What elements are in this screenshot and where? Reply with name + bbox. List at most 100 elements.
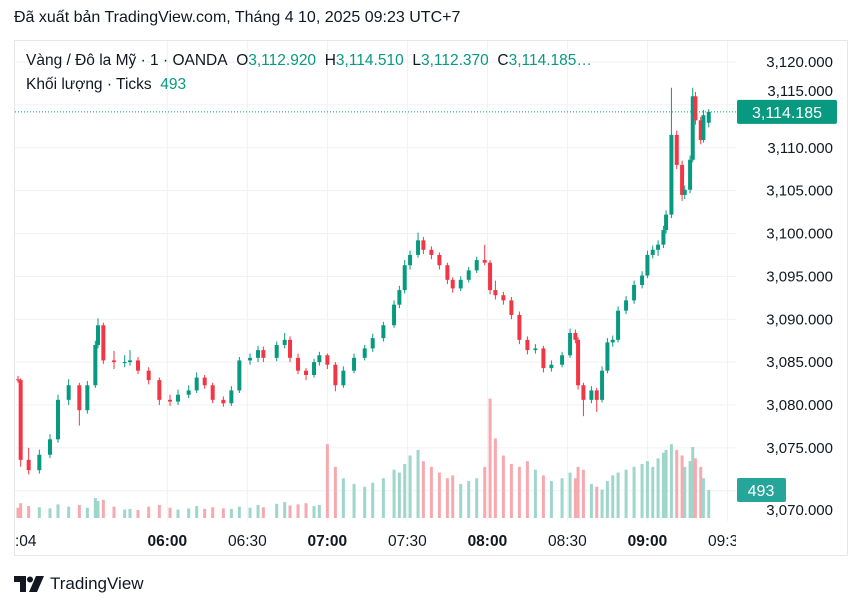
candle bbox=[549, 360, 554, 372]
close-value: 3,114.185… bbox=[508, 52, 592, 69]
candle bbox=[77, 382, 82, 426]
candle-body bbox=[661, 230, 666, 245]
candle-body bbox=[416, 240, 421, 255]
volume-bar bbox=[128, 508, 132, 518]
candle bbox=[656, 240, 661, 256]
volume-bar bbox=[459, 483, 463, 518]
volume-bar bbox=[341, 478, 345, 518]
candle bbox=[370, 333, 375, 352]
volume-bar bbox=[581, 469, 585, 518]
volume-bar bbox=[437, 472, 441, 518]
volume-bar bbox=[611, 475, 615, 518]
candle bbox=[37, 449, 42, 474]
volume-bar bbox=[283, 502, 287, 518]
volume-bar bbox=[203, 508, 207, 518]
candle-body bbox=[600, 370, 605, 400]
volume-bar bbox=[693, 458, 697, 518]
candle-body bbox=[581, 385, 586, 400]
candle bbox=[645, 250, 650, 279]
candle-body bbox=[509, 300, 514, 315]
volume-bar bbox=[16, 507, 20, 518]
close-label: C bbox=[497, 52, 509, 69]
volume-bar bbox=[304, 503, 308, 518]
candle-body bbox=[392, 304, 397, 326]
volume-bar bbox=[248, 507, 252, 518]
candle bbox=[661, 225, 666, 249]
time-tick-label: :04 bbox=[15, 533, 37, 550]
candle bbox=[210, 382, 215, 404]
time-tick-label: 07:00 bbox=[308, 533, 348, 550]
time-axis[interactable]: :04 06:00 06:30 07:00 07:30 08:00 08:30 09:00 09… bbox=[15, 533, 747, 550]
candle bbox=[304, 368, 309, 381]
candle bbox=[474, 256, 479, 273]
candle-body bbox=[560, 355, 565, 365]
volume-bar bbox=[288, 505, 292, 518]
volume-bar bbox=[408, 455, 412, 518]
candle-body bbox=[122, 362, 127, 364]
candle bbox=[632, 280, 637, 304]
candle-body bbox=[56, 399, 61, 440]
volume-bar bbox=[112, 506, 116, 518]
high-value: 3,114.510 bbox=[335, 52, 404, 69]
volume-bars bbox=[16, 398, 711, 518]
candles bbox=[16, 87, 711, 475]
candle-body bbox=[274, 344, 279, 358]
candle-body bbox=[146, 370, 151, 381]
volume-bar bbox=[56, 504, 60, 518]
candle bbox=[392, 300, 397, 328]
candle bbox=[16, 375, 20, 383]
price-tick-label: 3,115.000 bbox=[767, 83, 833, 100]
volume-bar bbox=[333, 466, 337, 518]
price-tick-label: 3,110.000 bbox=[767, 140, 833, 157]
candle bbox=[93, 340, 98, 388]
candle bbox=[701, 110, 706, 143]
symbol-title[interactable]: Vàng / Đô la Mỹ · 1 · OANDA bbox=[26, 52, 228, 69]
footer-brand[interactable]: TradingView bbox=[14, 574, 144, 594]
candle-body bbox=[645, 254, 650, 276]
candle-body bbox=[594, 390, 599, 400]
time-tick-label: 07:30 bbox=[388, 533, 427, 550]
candle-body bbox=[682, 189, 687, 195]
last-volume-tag bbox=[737, 477, 786, 502]
candle-body bbox=[282, 339, 287, 345]
volume-title[interactable]: Khối lượng · Ticks bbox=[26, 76, 152, 93]
volume-bar bbox=[195, 506, 199, 518]
candle-body bbox=[93, 344, 98, 386]
volume-bar bbox=[211, 507, 215, 518]
price-tick-label: 3,120.000 bbox=[766, 54, 833, 71]
candle-body bbox=[37, 454, 42, 471]
candle bbox=[493, 280, 498, 300]
candle bbox=[176, 389, 181, 405]
volume-bar bbox=[675, 449, 679, 518]
candle bbox=[221, 396, 226, 407]
volume-bar bbox=[680, 455, 684, 518]
candle bbox=[136, 356, 141, 375]
candle-body bbox=[701, 115, 706, 141]
volume-bar bbox=[275, 503, 279, 518]
candle bbox=[202, 374, 207, 389]
candle-body bbox=[589, 390, 594, 400]
candle-body bbox=[616, 310, 621, 340]
candle-body bbox=[194, 377, 199, 391]
price-axis[interactable]: 3,120.000 3,115.000 3,110.000 3,105.000 3,10… bbox=[766, 54, 833, 519]
candle-body bbox=[237, 360, 242, 391]
volume-bar bbox=[317, 504, 321, 518]
candle bbox=[650, 245, 655, 259]
volume-bar bbox=[19, 503, 23, 518]
candle-body bbox=[317, 355, 322, 363]
volume-bar bbox=[429, 466, 433, 518]
volume-bar bbox=[261, 507, 265, 518]
volume-bar bbox=[701, 478, 705, 518]
open-value: 3,112.920 bbox=[248, 52, 317, 69]
volume-bar bbox=[605, 481, 609, 518]
volume-bar bbox=[445, 478, 449, 518]
volume-bar bbox=[176, 509, 180, 518]
candle-body bbox=[210, 385, 215, 400]
candle bbox=[581, 382, 586, 417]
last-volume-label: 493 bbox=[748, 483, 775, 500]
volume-bar bbox=[168, 507, 172, 518]
candle bbox=[488, 260, 493, 295]
time-tick-label: 06:00 bbox=[148, 533, 188, 550]
candle bbox=[624, 296, 629, 315]
